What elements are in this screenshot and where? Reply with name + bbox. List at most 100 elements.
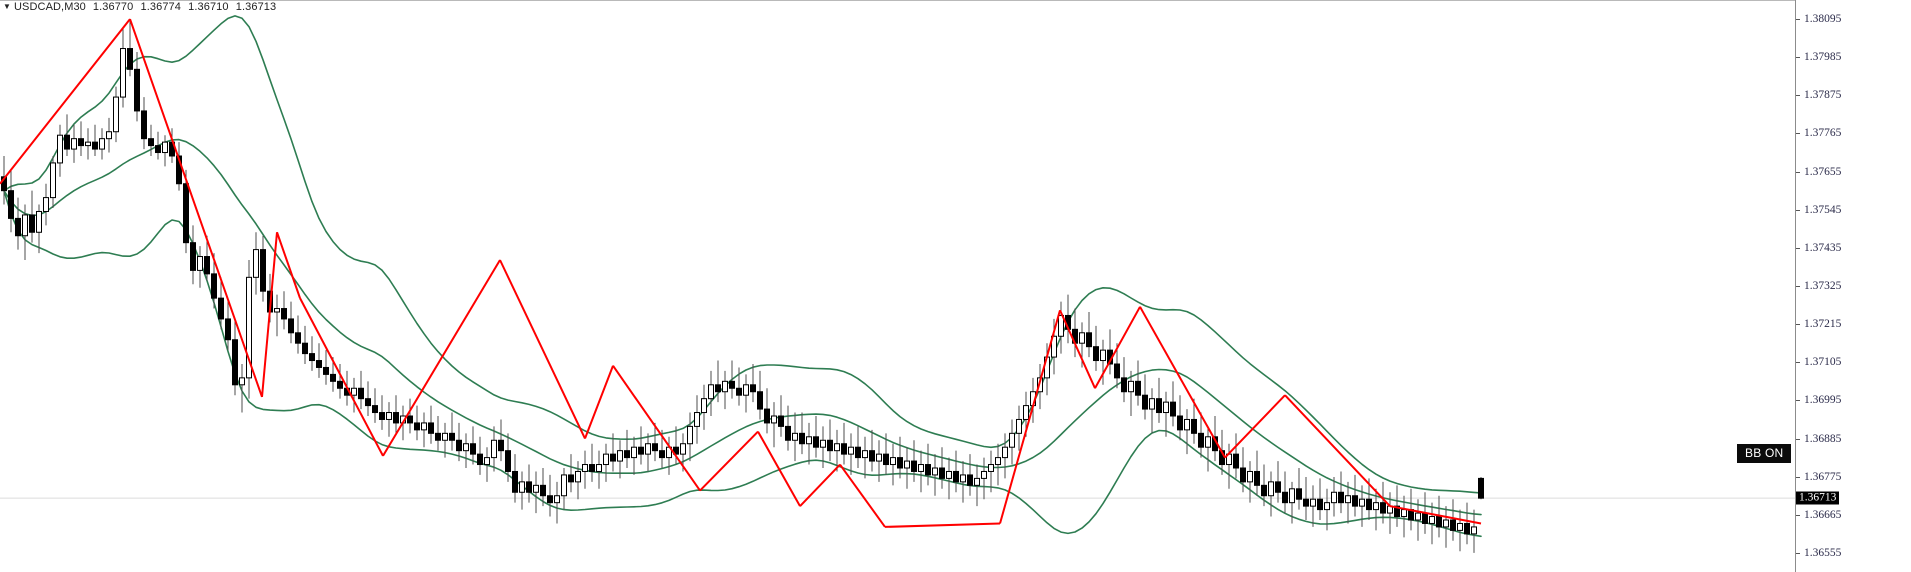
price-plot-area[interactable] [0,0,1795,572]
price-tick [1796,362,1800,364]
candle-bullish [694,412,700,427]
candle-bullish [1443,519,1449,528]
candle-bullish [995,457,1001,466]
trendline-segment [757,431,801,507]
candle-bullish [239,377,245,386]
candle-bearish [638,446,644,455]
candle-bearish [393,412,399,424]
trendline-segment [1139,306,1226,459]
candle-bearish [505,450,511,472]
candle-bearish [1317,498,1323,511]
candle-bullish [351,387,357,396]
candle-bullish [533,484,539,493]
candle-bullish [876,453,882,462]
trendline-segment [1094,306,1141,389]
candle-bullish [22,214,28,237]
trendline-segment [799,463,841,507]
trendline-segment [839,463,886,528]
candle-bearish [1303,498,1309,507]
candle-bullish [1373,502,1379,511]
candle-bullish [680,443,686,455]
candle-bullish [253,249,259,278]
price-tick [1796,400,1800,402]
candle-bullish [85,141,91,147]
candle-bearish [15,217,21,237]
trendline-segment [999,309,1061,524]
candle-bearish [134,68,140,112]
chevron-down-icon[interactable]: ▼ [3,2,11,11]
trendline-segment [276,231,301,299]
ohlc-low: 1.36710 [188,1,229,13]
candle-bearish [232,339,238,386]
candle-bearish [155,145,161,154]
trendline-segment [0,18,131,185]
candle-bullish [1205,436,1211,448]
trendline-segment [584,365,614,439]
candle-bullish [57,134,63,164]
candle-bullish [631,446,637,459]
candle-bearish [1170,401,1176,417]
candle-bearish [953,470,959,483]
candle-bearish [841,443,847,455]
candle-bullish [981,470,987,479]
candle-bearish [372,405,378,414]
candle-bullish [1002,446,1008,459]
trendline-segment [1059,309,1096,389]
current-price-tag: 1.36713 [1796,491,1840,505]
candle-bearish [1177,415,1183,431]
candle-bullish [974,477,980,486]
candle-bearish [1366,498,1372,511]
candle-bullish [645,443,651,455]
candle-bearish [568,474,574,483]
candle-bullish [904,460,910,469]
candle-bearish [225,318,231,341]
candle-bullish [106,131,112,140]
candle-bearish [456,439,462,452]
candle-bearish [358,387,364,400]
candle-bearish [659,450,665,459]
candle-bullish [1009,432,1015,448]
chart-header: ▼ USDCAD,M30 1.36770 1.36774 1.36710 1.3… [0,0,1911,14]
candle-bearish [323,366,329,375]
price-tick [1796,552,1800,554]
candle-bullish [1163,401,1169,414]
candle-bearish [1352,495,1358,507]
candle-bearish [29,214,35,233]
trendline-segment [1284,394,1391,507]
candle-bullish [99,138,105,150]
price-tick-label: 1.37325 [1804,280,1842,292]
bollinger-lower-band [3,189,1482,538]
candle-bearish [176,155,182,185]
price-tick-label: 1.37655 [1804,165,1842,178]
candle-bearish [92,141,98,150]
candle-bullish [1415,512,1421,521]
candle-bearish [610,453,616,462]
price-scale-axis[interactable]: 1.38095 1.37985 1.37875 1.37765 1.37655 1.375… [1795,0,1911,572]
candle-bullish [561,474,567,497]
candle-bearish [1198,432,1204,448]
candle-bearish [1086,332,1092,348]
candle-bearish [1142,394,1148,410]
candle-bearish [1240,467,1246,483]
candle-bearish [1114,363,1120,379]
candle-bearish [757,391,763,410]
candle-bearish [1261,484,1267,497]
candle-bearish [1156,398,1162,414]
candle-bullish [918,464,924,472]
candle-bearish [330,373,336,382]
trendline-segment [699,430,759,492]
bb-on-badge[interactable]: BB ON [1737,443,1792,463]
ohlc-close: 1.36713 [235,1,277,13]
candle-bullish [274,308,280,313]
candle-bullish [722,380,728,393]
candle-bearish [967,474,973,486]
candle-bearish [1191,418,1197,434]
candle-bearish [1478,477,1484,499]
candle-bearish [897,457,903,469]
price-tick-label: 1.37215 [1804,318,1842,331]
candle-bearish [652,443,658,452]
candle-bearish [785,425,791,441]
candle-bearish [435,432,441,441]
window-top-divider [0,0,1795,1]
price-tick-label: 1.37875 [1804,89,1842,102]
